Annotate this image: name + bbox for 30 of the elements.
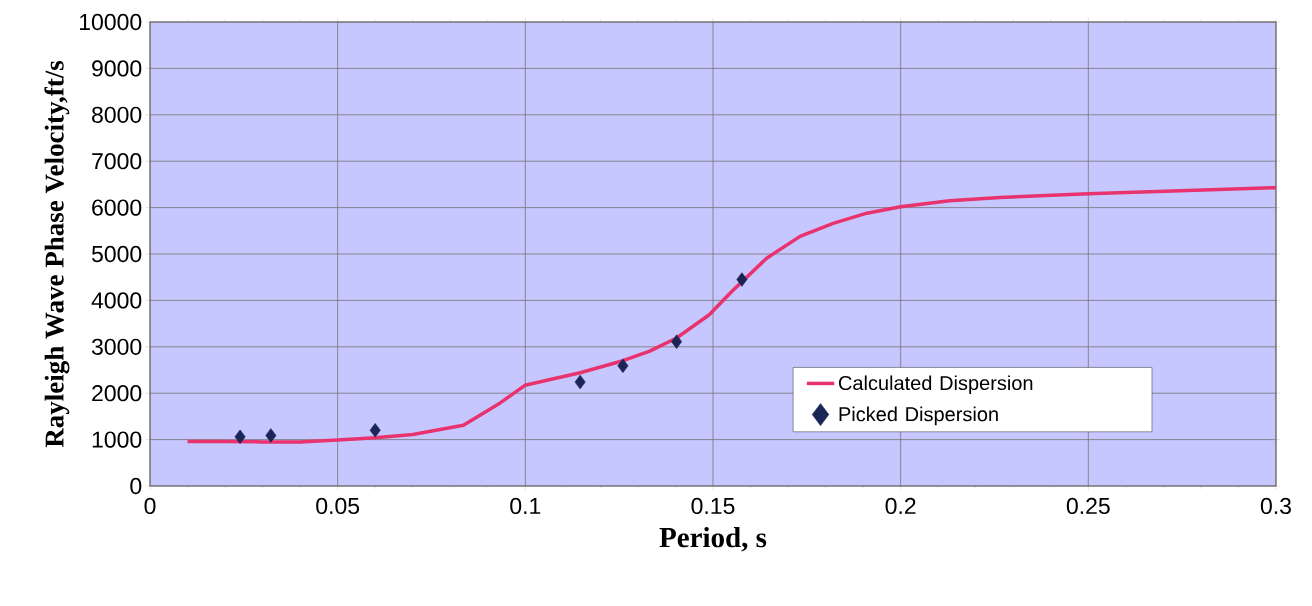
legend-label: Calculated Dispersion — [838, 375, 1033, 395]
y-tick-label: 8000 — [92, 106, 142, 123]
point — [671, 334, 683, 349]
y-tick-label: 10000 — [80, 13, 142, 31]
line-series — [185, 185, 1276, 444]
x-tick-label: 0.15 — [691, 497, 735, 515]
x-tick-label: 0.3 — [1260, 497, 1291, 515]
y-tick-label: 3000 — [91, 338, 142, 355]
point — [574, 374, 586, 390]
point — [617, 358, 629, 374]
y-axis-title: Rayleigh Wave Phase Velocity,ft/s — [44, 60, 70, 448]
y-tick-label: 9000 — [92, 60, 142, 77]
x-tick-label: 0.2 — [885, 497, 916, 515]
point — [234, 429, 246, 445]
y-tick-label: 5000 — [91, 245, 142, 263]
x-tick-label: 0.05 — [316, 497, 360, 515]
y-tick-label: 6000 — [92, 199, 142, 216]
point — [265, 428, 277, 443]
legend-label: Picked Dispersion — [839, 406, 998, 426]
x-tick-label: 0.25 — [1066, 497, 1110, 515]
point — [369, 423, 381, 438]
point — [736, 272, 748, 287]
y-tick-label: 7000 — [92, 153, 142, 170]
y-tick-label: 0 — [130, 477, 142, 495]
x-tick-label: 0.1 — [510, 497, 541, 515]
y-tick-label: 1000 — [92, 431, 142, 448]
y-tick-label: 4000 — [91, 292, 142, 309]
x-axis-title: Period, s — [659, 526, 767, 552]
y-tick-label: 2000 — [92, 385, 142, 402]
x-tick-label: 0 — [144, 497, 156, 515]
